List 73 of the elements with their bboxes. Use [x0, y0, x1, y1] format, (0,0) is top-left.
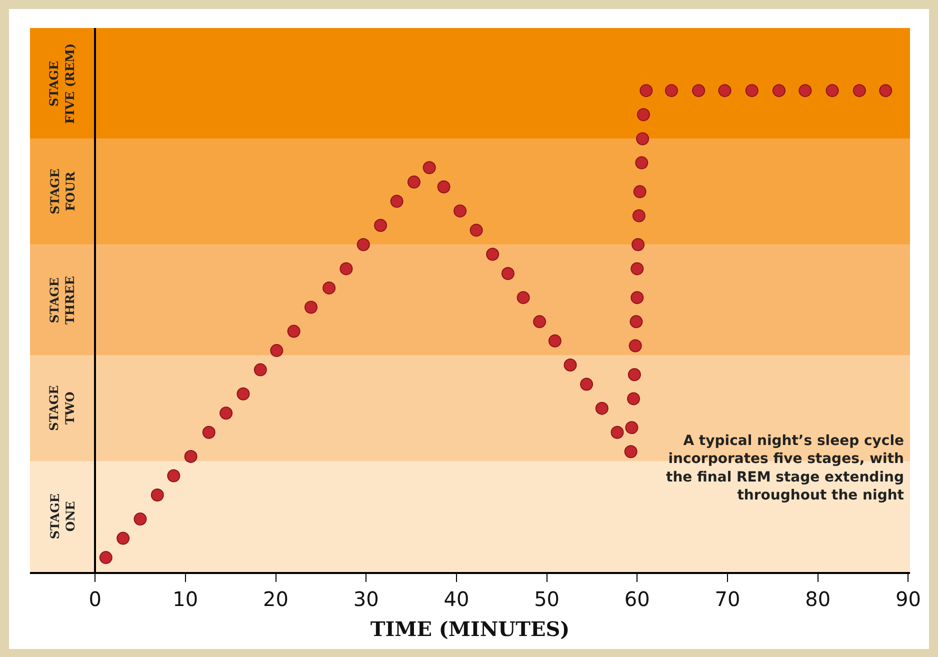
point [624, 445, 638, 458]
point [254, 363, 267, 376]
point [633, 185, 646, 198]
point [564, 358, 577, 372]
point [595, 402, 608, 415]
x-tick-label: 20 [263, 587, 288, 611]
point [150, 488, 164, 502]
point [322, 281, 336, 294]
point [635, 156, 648, 170]
point [628, 339, 642, 352]
x-tick-label: 10 [172, 587, 198, 611]
point [745, 84, 758, 98]
point [374, 218, 388, 232]
point [422, 161, 436, 174]
point [632, 238, 645, 252]
point [486, 248, 500, 261]
band-label: STAGE ONE [48, 494, 78, 540]
point [356, 238, 370, 252]
band-label: STAGE FIVE (REM) [47, 43, 77, 124]
point [636, 108, 650, 122]
point [437, 180, 450, 194]
x-tick-label: 90 [895, 587, 921, 611]
point [772, 84, 786, 98]
point [470, 224, 483, 237]
point [390, 194, 404, 208]
point [304, 300, 318, 314]
point [627, 392, 640, 406]
point [664, 84, 678, 98]
point [99, 551, 112, 564]
point [628, 368, 641, 382]
point [167, 469, 180, 482]
x-axis-title: TIME (MINUTES) [370, 617, 570, 641]
point [852, 84, 866, 98]
point [236, 387, 250, 400]
point [610, 426, 624, 439]
point [287, 324, 300, 338]
point [632, 209, 646, 222]
point [630, 262, 644, 276]
point [454, 204, 467, 218]
point [116, 532, 130, 545]
point [533, 315, 546, 328]
point [879, 84, 892, 98]
point [134, 512, 147, 526]
point [692, 84, 706, 98]
point [580, 378, 594, 391]
point [270, 344, 284, 358]
point [625, 421, 638, 434]
point [826, 84, 839, 98]
x-tick-label: 60 [624, 587, 650, 611]
point [340, 262, 353, 276]
point [630, 315, 643, 328]
band-label: STAGE THREE [48, 276, 78, 325]
point [636, 132, 650, 146]
point [718, 84, 732, 98]
point [202, 426, 216, 439]
annotation: A typical night’s sleep cycle incorporates five stages, with the final REM stage extending throughout the night [666, 433, 904, 504]
point [407, 176, 420, 189]
band-label: STAGE FOUR [48, 168, 78, 214]
point [630, 291, 644, 304]
point [548, 334, 562, 348]
point [516, 291, 530, 304]
x-tick-label: 50 [534, 587, 560, 611]
x-tick-label: 30 [353, 587, 379, 611]
point [798, 84, 812, 98]
band-label: STAGE TWO [47, 385, 77, 431]
x-tick-label: 80 [805, 587, 831, 611]
point [640, 84, 653, 98]
x-tick-label: 70 [714, 587, 740, 611]
point [501, 267, 514, 280]
point [184, 450, 198, 463]
x-tick-label: 40 [444, 587, 470, 611]
point [220, 406, 233, 420]
x-tick-label: 0 [88, 587, 102, 611]
